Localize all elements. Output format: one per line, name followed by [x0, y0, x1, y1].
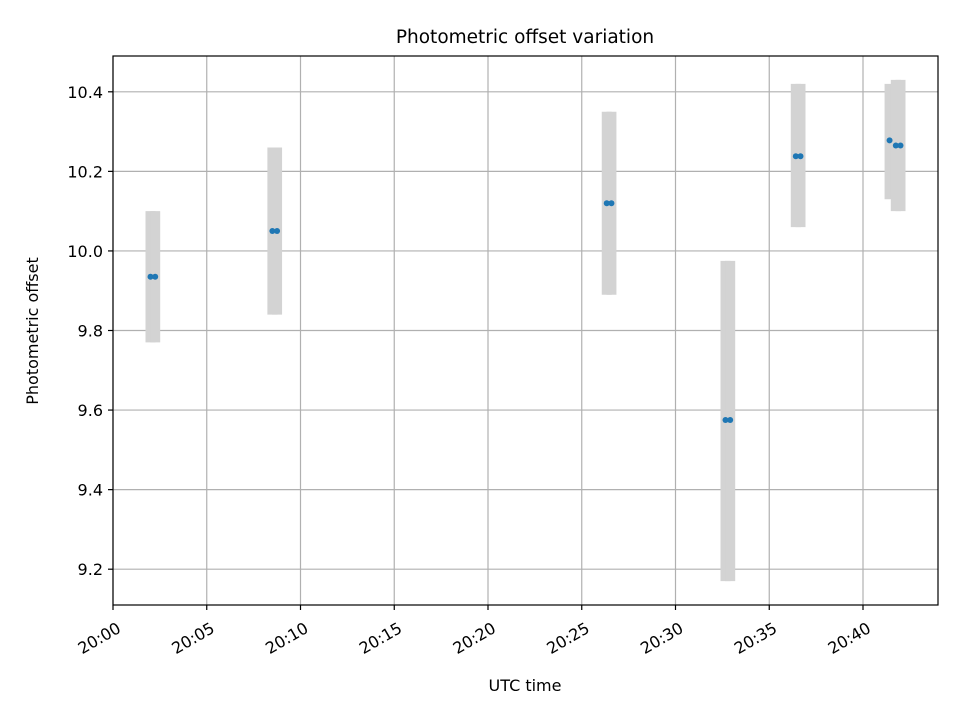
y-tick-label: 10.4	[67, 83, 103, 102]
data-point	[152, 273, 159, 280]
y-tick-label: 9.2	[78, 560, 103, 579]
y-tick-label: 10.2	[67, 162, 103, 181]
data-point	[608, 200, 615, 207]
data-point	[274, 228, 281, 235]
y-axis-label: Photometric offset	[23, 257, 42, 405]
data-point	[792, 153, 799, 160]
data-point	[886, 137, 893, 144]
data-point	[892, 142, 899, 149]
data-point	[897, 142, 904, 149]
y-axis-ticks: 9.2 9.4 9.6 9.8 10.0 10.2 10.4	[67, 83, 113, 579]
data-point	[603, 200, 610, 207]
y-tick-label: 9.4	[78, 481, 103, 500]
data-points	[147, 137, 904, 424]
x-axis-label: UTC time	[489, 676, 562, 695]
grid	[112, 56, 938, 605]
y-tick-label: 10.0	[67, 242, 103, 261]
data-point	[722, 417, 729, 424]
data-point	[727, 417, 734, 424]
y-tick-label: 9.6	[78, 401, 103, 420]
y-tick-label: 9.8	[78, 322, 103, 341]
data-point	[269, 228, 276, 235]
chart-title: Photometric offset variation	[396, 27, 654, 48]
data-point	[147, 273, 154, 280]
data-point	[797, 153, 804, 160]
